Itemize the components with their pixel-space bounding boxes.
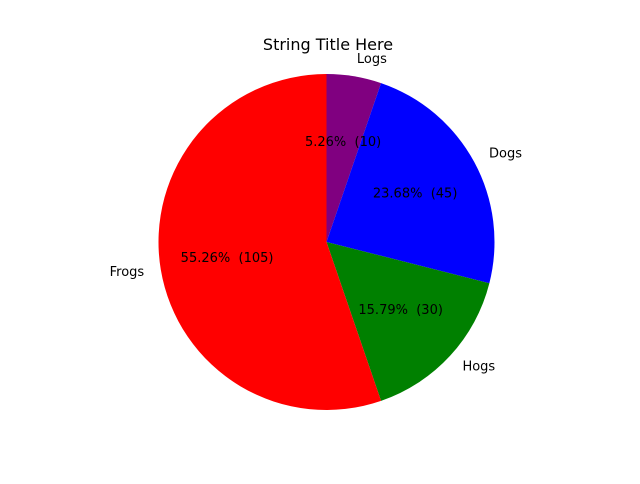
pie-slice-hogs: [326, 242, 490, 401]
pie-labels: Logs 5.26% (10) Dogs 23.68% (45) Hogs 15.79% …: [110, 52, 523, 374]
slice-label-hogs: Hogs: [462, 360, 495, 375]
slice-label-logs: Logs: [357, 52, 387, 67]
slice-label-dogs: Dogs: [489, 147, 522, 162]
pie-slices: [158, 74, 495, 410]
pie-slice-frogs: [158, 74, 382, 410]
slice-percent-frogs: 55.26% (105): [181, 251, 274, 266]
chart-title: String Title Here: [263, 35, 393, 54]
slice-percent-dogs: 23.68% (45): [373, 187, 458, 202]
pie-slice-logs: [326, 74, 382, 242]
slice-percent-hogs: 15.79% (30): [358, 303, 443, 318]
slice-percent-logs: 5.26% (10): [305, 135, 381, 150]
slice-label-frogs: Frogs: [110, 265, 145, 280]
pie-slice-dogs: [326, 83, 495, 284]
